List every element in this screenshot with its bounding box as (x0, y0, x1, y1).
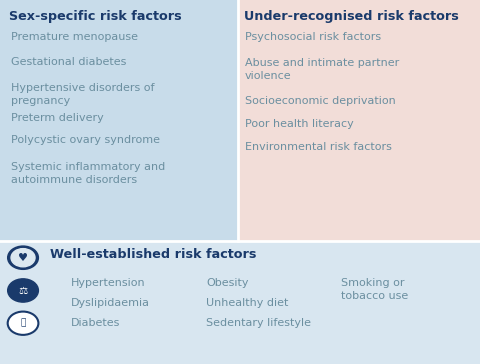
Text: ⚖: ⚖ (18, 285, 28, 296)
Text: Obesity: Obesity (206, 278, 249, 288)
Circle shape (11, 249, 35, 267)
Text: Gestational diabetes: Gestational diabetes (11, 57, 126, 67)
Circle shape (8, 246, 38, 269)
Text: Hypertension: Hypertension (71, 278, 145, 288)
Text: Preterm delivery: Preterm delivery (11, 113, 103, 123)
Circle shape (8, 312, 38, 335)
Text: 🏃: 🏃 (20, 319, 26, 328)
Text: Diabetes: Diabetes (71, 318, 120, 328)
FancyBboxPatch shape (238, 0, 480, 241)
Text: Hypertensive disorders of
pregnancy: Hypertensive disorders of pregnancy (11, 83, 154, 106)
Text: Polycystic ovary syndrome: Polycystic ovary syndrome (11, 135, 159, 145)
Text: Socioeconomic deprivation: Socioeconomic deprivation (245, 96, 396, 106)
FancyBboxPatch shape (0, 241, 480, 364)
Text: Psychosocial risk factors: Psychosocial risk factors (245, 32, 381, 42)
Text: Sex-specific risk factors: Sex-specific risk factors (9, 10, 181, 23)
Text: Dyslipidaemia: Dyslipidaemia (71, 298, 150, 308)
Text: Unhealthy diet: Unhealthy diet (206, 298, 289, 308)
Text: Systemic inflammatory and
autoimmune disorders: Systemic inflammatory and autoimmune dis… (11, 162, 165, 185)
Text: Sedentary lifestyle: Sedentary lifestyle (206, 318, 312, 328)
Text: Poor health literacy: Poor health literacy (245, 119, 354, 129)
Text: Abuse and intimate partner
violence: Abuse and intimate partner violence (245, 58, 399, 81)
Circle shape (8, 279, 38, 302)
Text: Premature menopause: Premature menopause (11, 32, 138, 42)
FancyBboxPatch shape (0, 0, 238, 241)
Text: Well-established risk factors: Well-established risk factors (50, 248, 257, 261)
Text: Smoking or
tobacco use: Smoking or tobacco use (341, 278, 408, 301)
Text: Under-recognised risk factors: Under-recognised risk factors (244, 10, 458, 23)
Text: ♥: ♥ (18, 253, 28, 263)
Text: Environmental risk factors: Environmental risk factors (245, 142, 392, 152)
